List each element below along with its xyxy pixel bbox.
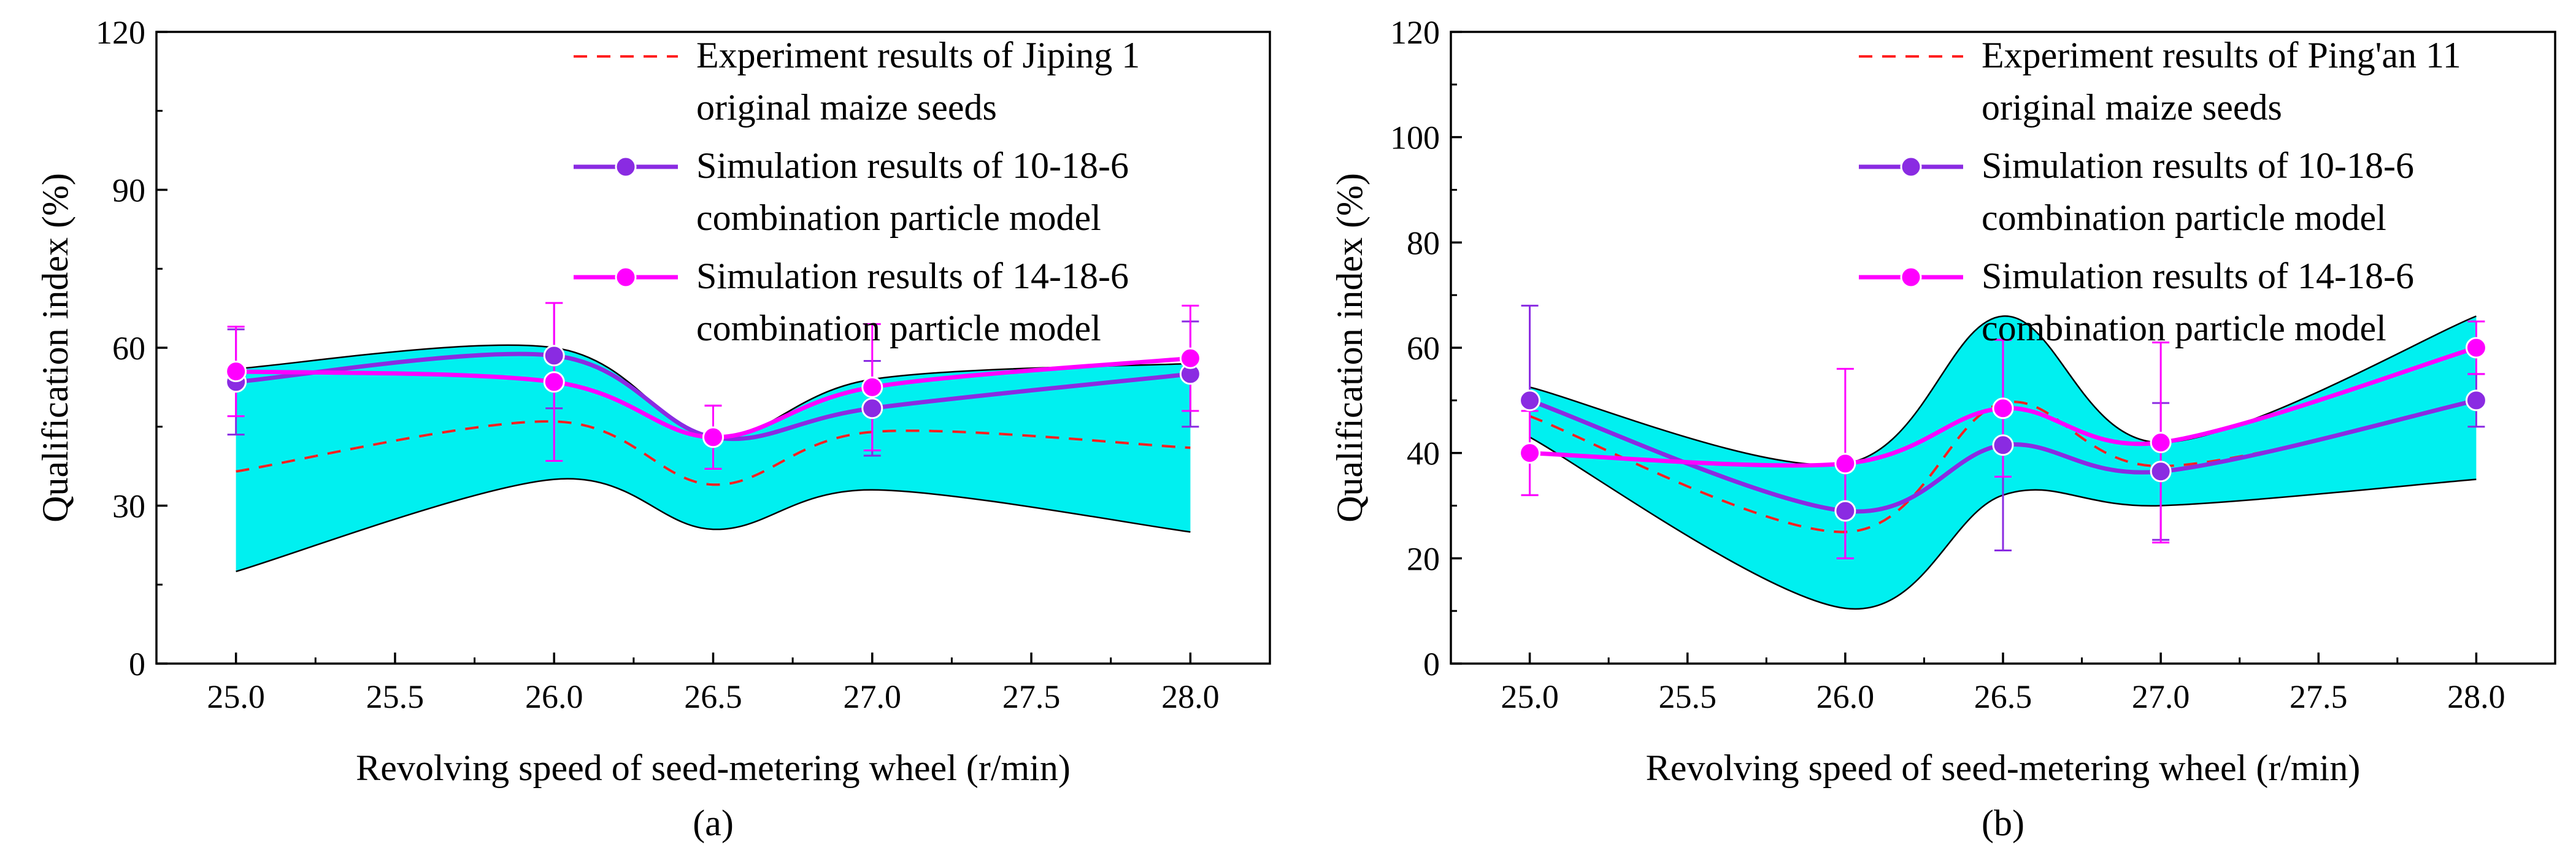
- data-point: [2150, 461, 2172, 483]
- data-point: [2465, 389, 2487, 412]
- data-point: [2150, 432, 2172, 453]
- y-tick-label: 120: [1390, 14, 1440, 51]
- y-tick-label: 60: [1407, 330, 1440, 367]
- data-point: [225, 361, 247, 383]
- x-tick-label: 28.0: [2447, 678, 2505, 715]
- series-layer: [1519, 304, 2487, 559]
- data-point: [1519, 442, 1541, 464]
- ticks-layer: 25.0 25.5 26.0 26.5 27.0 27.5 28.0 0 30 60 90 120: [96, 14, 1220, 715]
- series-line-0: [236, 420, 1191, 486]
- legend-entry-sim-10-18-6-line2: combination particle model: [696, 197, 1101, 238]
- y-axis-label: Qualification index (%): [35, 173, 75, 523]
- legend-entry-sim-10-18-6-line2: combination particle model: [1982, 197, 2386, 238]
- x-tick-label: 25.0: [1501, 678, 1559, 715]
- data-point: [543, 371, 565, 393]
- legend-entry-experiment-line1: Experiment results of Jiping 1: [696, 35, 1140, 75]
- legend-marker-sim-14-18-6: [1900, 266, 1922, 288]
- series-layer: [225, 302, 1201, 486]
- data-point: [861, 397, 883, 419]
- legend-entry-sim-14-18-6-line1: Simulation results of 14-18-6: [696, 256, 1129, 296]
- y-tick-label: 120: [96, 14, 145, 51]
- y-tick-label: 100: [1390, 120, 1440, 156]
- data-point: [1992, 434, 2014, 456]
- x-tick-label: 25.0: [207, 678, 265, 715]
- x-tick-label: 28.0: [1161, 678, 1220, 715]
- y-tick-label: 80: [1407, 224, 1440, 261]
- legend-entry-experiment-line2: original maize seeds: [1982, 87, 2282, 128]
- data-point: [861, 376, 883, 398]
- legend-marker-sim-10-18-6: [1900, 156, 1922, 178]
- panel-label: (b): [1982, 803, 2024, 843]
- legend: Experiment results of Ping'an 11 origina…: [1859, 35, 2461, 348]
- legend-entry-sim-10-18-6-line1: Simulation results of 10-18-6: [696, 145, 1129, 186]
- y-tick-label: 60: [112, 330, 145, 367]
- x-tick-label: 25.5: [1658, 678, 1717, 715]
- band-upper-edge: [1529, 315, 2477, 466]
- data-point: [702, 426, 724, 448]
- x-tick-label: 26.0: [1817, 678, 1875, 715]
- ticks-layer: 25.0 25.5 26.0 26.5 27.0 27.5 28.0 0 20 40 60 80 100…: [1390, 14, 2505, 715]
- data-point: [1179, 347, 1201, 369]
- legend-marker-sim-10-18-6: [615, 156, 637, 178]
- x-axis-label: Revolving speed of seed-metering wheel (…: [356, 748, 1071, 788]
- y-tick-label: 0: [129, 646, 145, 683]
- panel-label: (a): [693, 803, 734, 843]
- x-tick-label: 27.0: [2132, 678, 2190, 715]
- legend-entry-sim-14-18-6-line1: Simulation results of 14-18-6: [1982, 256, 2414, 296]
- band-lower-edge: [1529, 436, 2477, 610]
- x-tick-label: 26.5: [684, 678, 742, 715]
- y-tick-label: 90: [112, 172, 145, 209]
- y-tick-label: 40: [1407, 435, 1440, 472]
- data-point: [1834, 453, 1856, 475]
- data-point: [1519, 389, 1541, 412]
- legend-marker-sim-14-18-6: [615, 266, 637, 288]
- x-axis-label: Revolving speed of seed-metering wheel (…: [1646, 748, 2361, 788]
- panel-b: 25.0 25.5 26.0 26.5 27.0 27.5 28.0 0 20 40 60 80 100…: [1329, 14, 2556, 843]
- y-tick-label: 30: [112, 488, 145, 525]
- data-point: [2465, 337, 2487, 359]
- x-tick-label: 26.5: [1974, 678, 2032, 715]
- panel-a: 25.0 25.5 26.0 26.5 27.0 27.5 28.0 0 30 60 90 120 E…: [35, 14, 1271, 843]
- band-lower-edge: [236, 478, 1191, 573]
- data-point: [1834, 500, 1856, 522]
- y-tick-label: 20: [1407, 540, 1440, 577]
- legend-entry-experiment-line1: Experiment results of Ping'an 11: [1982, 35, 2461, 75]
- x-tick-label: 27.5: [2290, 678, 2348, 715]
- x-tick-label: 27.0: [844, 678, 902, 715]
- legend-entry-sim-14-18-6-line2: combination particle model: [696, 308, 1101, 348]
- data-point: [543, 345, 565, 367]
- data-point: [1992, 397, 2014, 419]
- x-tick-label: 25.5: [366, 678, 425, 715]
- x-tick-label: 26.0: [525, 678, 583, 715]
- legend: Experiment results of Jiping 1 original …: [574, 35, 1140, 348]
- y-axis-label: Qualification index (%): [1329, 173, 1370, 523]
- x-tick-label: 27.5: [1002, 678, 1061, 715]
- y-tick-label: 0: [1423, 646, 1440, 683]
- legend-entry-experiment-line2: original maize seeds: [696, 87, 997, 128]
- legend-entry-sim-10-18-6-line1: Simulation results of 10-18-6: [1982, 145, 2414, 186]
- legend-entry-sim-14-18-6-line2: combination particle model: [1982, 308, 2386, 348]
